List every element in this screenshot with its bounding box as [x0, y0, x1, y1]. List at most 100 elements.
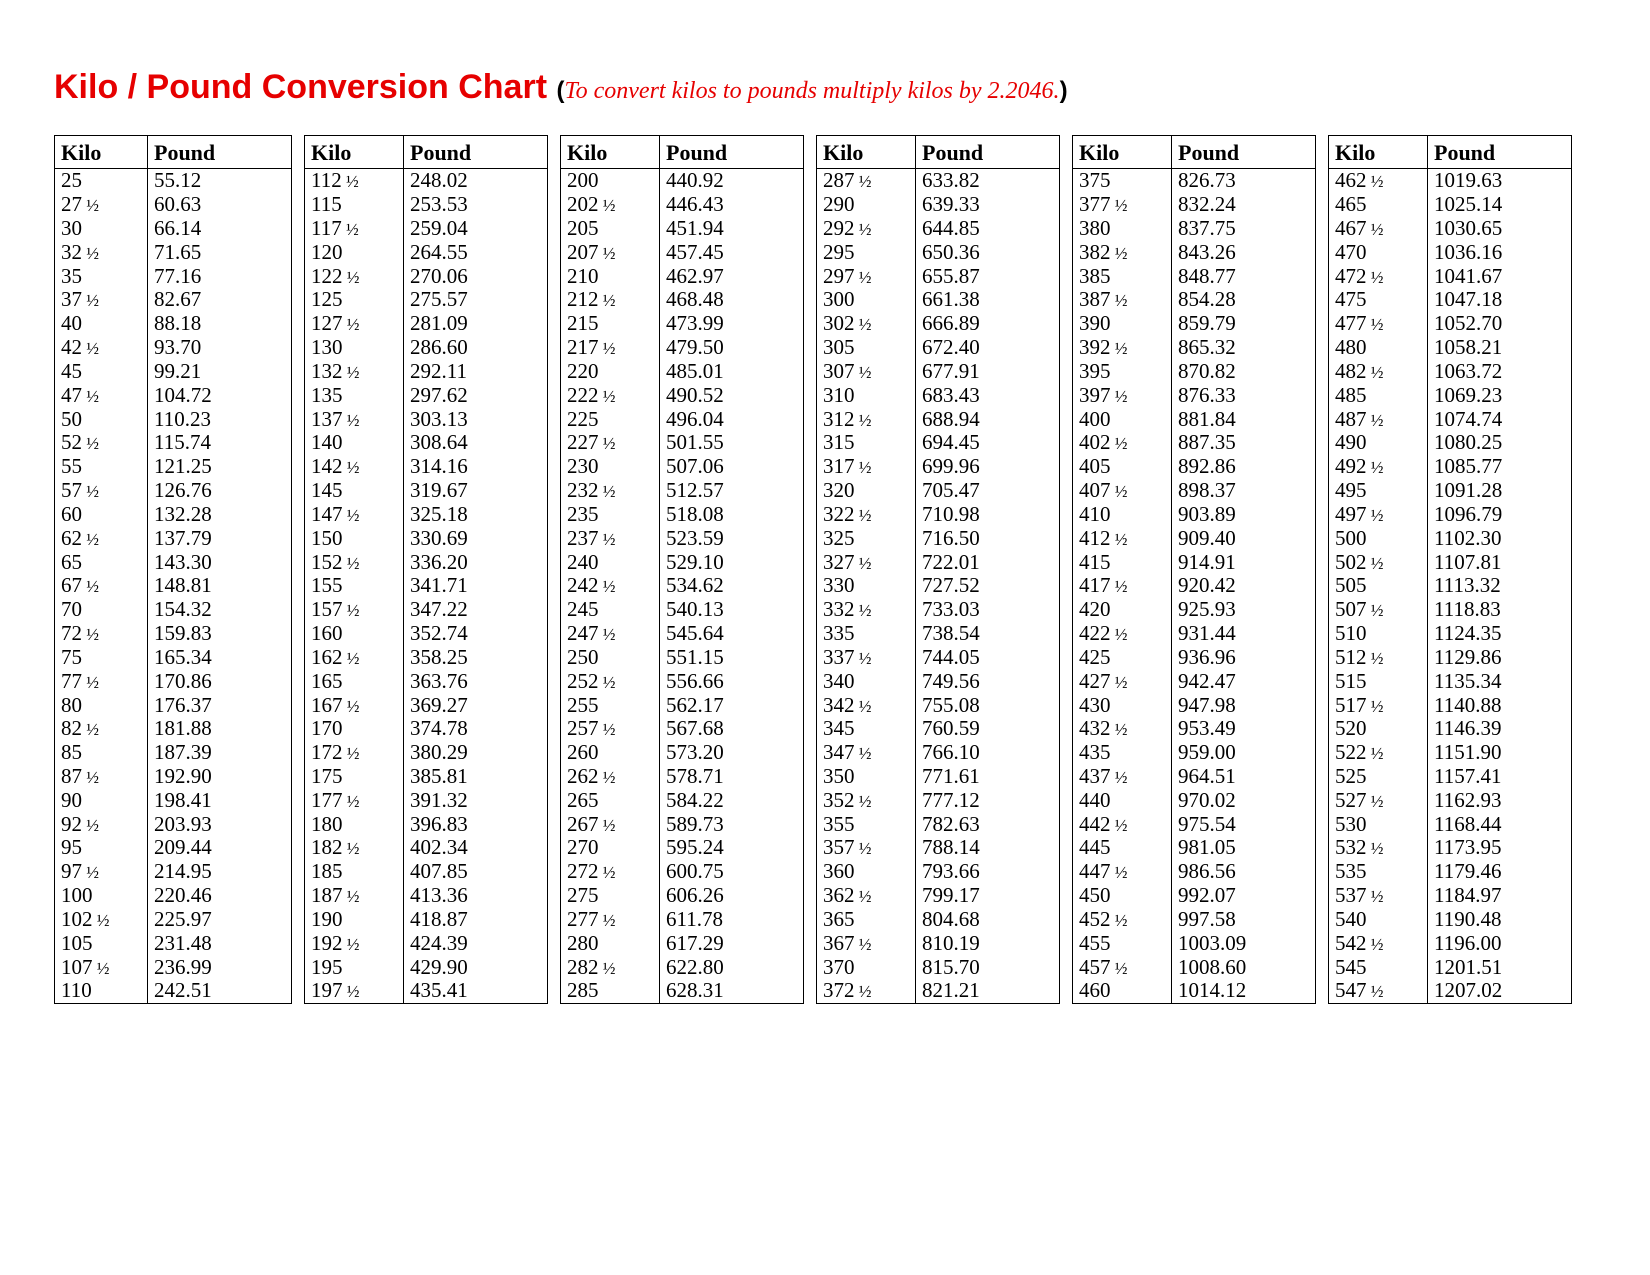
pound-cell: 848.77 [1172, 265, 1315, 289]
pound-cell: 903.89 [1172, 503, 1315, 527]
kilo-cell: 412 ½ [1073, 527, 1171, 551]
pound-cell: 1113.32 [1428, 574, 1571, 598]
pound-cell: 99.21 [148, 360, 291, 384]
pound-cell: 363.76 [404, 670, 547, 694]
kilo-cell: 182 ½ [305, 836, 403, 860]
pound-cell: 270.06 [404, 265, 547, 289]
kilo-cell: 310 [817, 384, 915, 408]
pound-cell: 733.03 [916, 598, 1059, 622]
kilo-cell: 392 ½ [1073, 336, 1171, 360]
pound-cell: 744.05 [916, 646, 1059, 670]
pound-cell: 209.44 [148, 836, 291, 860]
pound-cell: 600.75 [660, 860, 803, 884]
column-header-pound: Pound [404, 136, 547, 169]
pound-cell: 865.32 [1172, 336, 1315, 360]
pound-cell: 699.96 [916, 455, 1059, 479]
kilo-cell: 347 ½ [817, 741, 915, 765]
pound-cell: 468.48 [660, 288, 803, 312]
kilo-cell: 430 [1073, 694, 1171, 718]
column-header-kilo: Kilo [561, 136, 659, 169]
pound-cell: 953.49 [1172, 717, 1315, 741]
kilo-cell: 262 ½ [561, 765, 659, 789]
kilo-cell: 497 ½ [1329, 503, 1427, 527]
kilo-cell: 345 [817, 717, 915, 741]
kilo-cell: 440 [1073, 789, 1171, 813]
kilo-cell: 452 ½ [1073, 908, 1171, 932]
kilo-cell: 57 ½ [55, 479, 147, 503]
kilo-cell: 330 [817, 574, 915, 598]
kilo-cell: 120 [305, 241, 403, 265]
kilo-cell: 60 [55, 503, 147, 527]
column-header-kilo: Kilo [55, 136, 147, 169]
kilo-cell: 267 ½ [561, 813, 659, 837]
pound-cell: 1058.21 [1428, 336, 1571, 360]
kilo-cell: 472 ½ [1329, 265, 1427, 289]
kilo-cell: 87 ½ [55, 765, 147, 789]
kilo-cell: 480 [1329, 336, 1427, 360]
pound-cell: 887.35 [1172, 431, 1315, 455]
kilo-cell: 522 ½ [1329, 741, 1427, 765]
kilo-cell: 40 [55, 312, 147, 336]
pound-cell: 148.81 [148, 574, 291, 598]
kilo-cell: 85 [55, 741, 147, 765]
column-header-pound: Pound [148, 136, 291, 169]
pound-cell: 115.74 [148, 431, 291, 455]
kilo-cell: 435 [1073, 741, 1171, 765]
kilo-cell: 45 [55, 360, 147, 384]
kilo-cell: 62 ½ [55, 527, 147, 551]
kilo-cell: 377 ½ [1073, 193, 1171, 217]
pound-cell: 964.51 [1172, 765, 1315, 789]
kilo-cell: 212 ½ [561, 288, 659, 312]
column-header-pound: Pound [1172, 136, 1315, 169]
pound-cell: 181.88 [148, 717, 291, 741]
kilo-cell: 275 [561, 884, 659, 908]
pound-cell: 683.43 [916, 384, 1059, 408]
pound-cell: 981.05 [1172, 836, 1315, 860]
pound-cell: 192.90 [148, 765, 291, 789]
kilo-cell: 170 [305, 717, 403, 741]
kilo-cell: 527 ½ [1329, 789, 1427, 813]
pound-cell: 380.29 [404, 741, 547, 765]
kilo-cell: 477 ½ [1329, 312, 1427, 336]
pound-cell: 66.14 [148, 217, 291, 241]
pound-cell: 1091.28 [1428, 479, 1571, 503]
kilo-cell: 197 ½ [305, 979, 403, 1003]
pound-cell: 88.18 [148, 312, 291, 336]
pound-cell: 198.41 [148, 789, 291, 813]
table-block: Kilo375377 ½380382 ½385387 ½390392 ½3953… [1072, 135, 1316, 1004]
pound-cell: 545.64 [660, 622, 803, 646]
pound-cell: 253.53 [404, 193, 547, 217]
pound-cell: 341.71 [404, 574, 547, 598]
kilo-cell: 252 ½ [561, 670, 659, 694]
table-block: Kilo112 ½115117 ½120122 ½125127 ½130132 … [304, 135, 548, 1004]
pound-cell: 225.97 [148, 908, 291, 932]
pound-cell: 1107.81 [1428, 551, 1571, 575]
pound-cell: 562.17 [660, 694, 803, 718]
kilo-column: Kilo112 ½115117 ½120122 ½125127 ½130132 … [305, 136, 403, 1003]
kilo-cell: 140 [305, 431, 403, 455]
pound-cell: 501.55 [660, 431, 803, 455]
kilo-cell: 327 ½ [817, 551, 915, 575]
kilo-cell: 302 ½ [817, 312, 915, 336]
pound-cell: 1003.09 [1172, 932, 1315, 956]
kilo-cell: 95 [55, 836, 147, 860]
kilo-column: Kilo200202 ½205207 ½210212 ½215217 ½2202… [561, 136, 659, 1003]
pound-cell: 286.60 [404, 336, 547, 360]
pound-cell: 843.26 [1172, 241, 1315, 265]
kilo-cell: 470 [1329, 241, 1427, 265]
pound-cell: 479.50 [660, 336, 803, 360]
pound-cell: 407.85 [404, 860, 547, 884]
pound-cell: 496.04 [660, 408, 803, 432]
kilo-cell: 260 [561, 741, 659, 765]
kilo-cell: 150 [305, 527, 403, 551]
kilo-cell: 80 [55, 694, 147, 718]
column-header-kilo: Kilo [1329, 136, 1427, 169]
kilo-cell: 250 [561, 646, 659, 670]
pound-column: Pound826.73832.24837.75843.26848.77854.2… [1171, 136, 1315, 1003]
kilo-cell: 77 ½ [55, 670, 147, 694]
pound-cell: 1074.74 [1428, 408, 1571, 432]
pound-cell: 518.08 [660, 503, 803, 527]
pound-cell: 1019.63 [1428, 169, 1571, 193]
kilo-cell: 427 ½ [1073, 670, 1171, 694]
kilo-cell: 227 ½ [561, 431, 659, 455]
